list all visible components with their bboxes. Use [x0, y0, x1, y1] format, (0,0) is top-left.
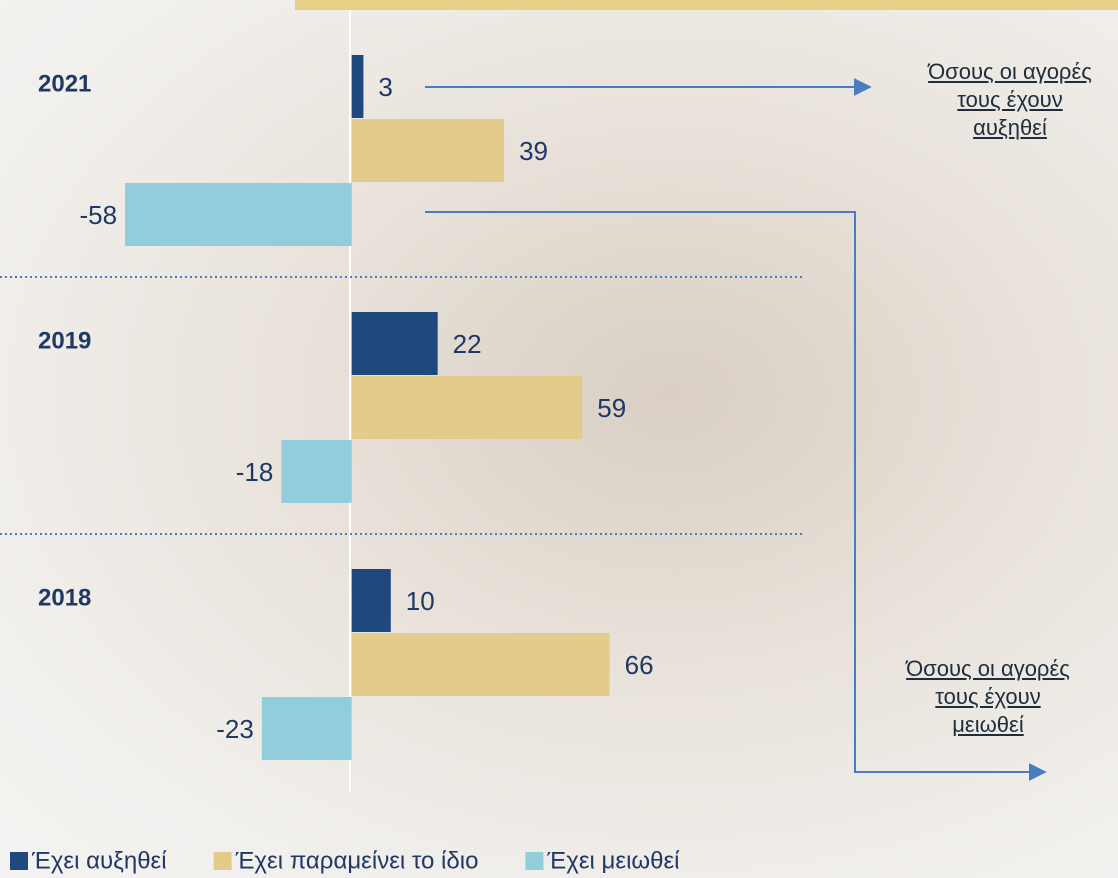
category-label: 2021: [38, 70, 91, 97]
bar: [351, 312, 438, 375]
arrow: [425, 211, 1047, 781]
bar: [261, 697, 352, 760]
annotation-line: Όσους οι αγορές: [928, 59, 1092, 84]
legend-swatch: [10, 852, 28, 870]
value-label: 39: [519, 136, 548, 166]
annotation: Όσους οι αγορές τους έχουν μειωθεί: [878, 655, 1098, 739]
annotation-line: Όσους οι αγορές: [906, 656, 1070, 681]
annotation-line: μειωθεί: [952, 712, 1024, 737]
annotation: Όσους οι αγορές τους έχουν αυξηθεί: [900, 58, 1118, 142]
bar: [281, 440, 352, 503]
bar: [125, 183, 352, 246]
legend-swatch: [213, 852, 232, 870]
bar: [351, 119, 505, 182]
bar: [351, 633, 610, 696]
legend-swatch: [525, 852, 544, 870]
legend-label: Έχει αυξηθεί: [31, 847, 167, 874]
top-band: [295, 0, 1118, 10]
annotation-line: αυξηθεί: [973, 115, 1047, 140]
bar: [351, 55, 364, 118]
value-label: 22: [453, 329, 482, 359]
category-label: 2019: [38, 327, 91, 354]
value-label: 3: [378, 72, 392, 102]
bar: [351, 569, 391, 632]
value-label: 59: [597, 393, 626, 423]
bar: [351, 376, 583, 439]
legend-label: Έχει μειωθεί: [546, 847, 680, 874]
value-label: -58: [79, 200, 117, 230]
category-label: 2018: [38, 584, 91, 611]
annotation-line: τους έχουν: [935, 684, 1041, 709]
legend-label: Έχει παραμείνει το ίδιο: [235, 847, 479, 874]
value-label: 10: [406, 586, 435, 616]
value-label: -18: [236, 457, 274, 487]
annotation-line: τους έχουν: [957, 87, 1063, 112]
value-label: -23: [216, 714, 254, 744]
value-label: 66: [625, 650, 654, 680]
